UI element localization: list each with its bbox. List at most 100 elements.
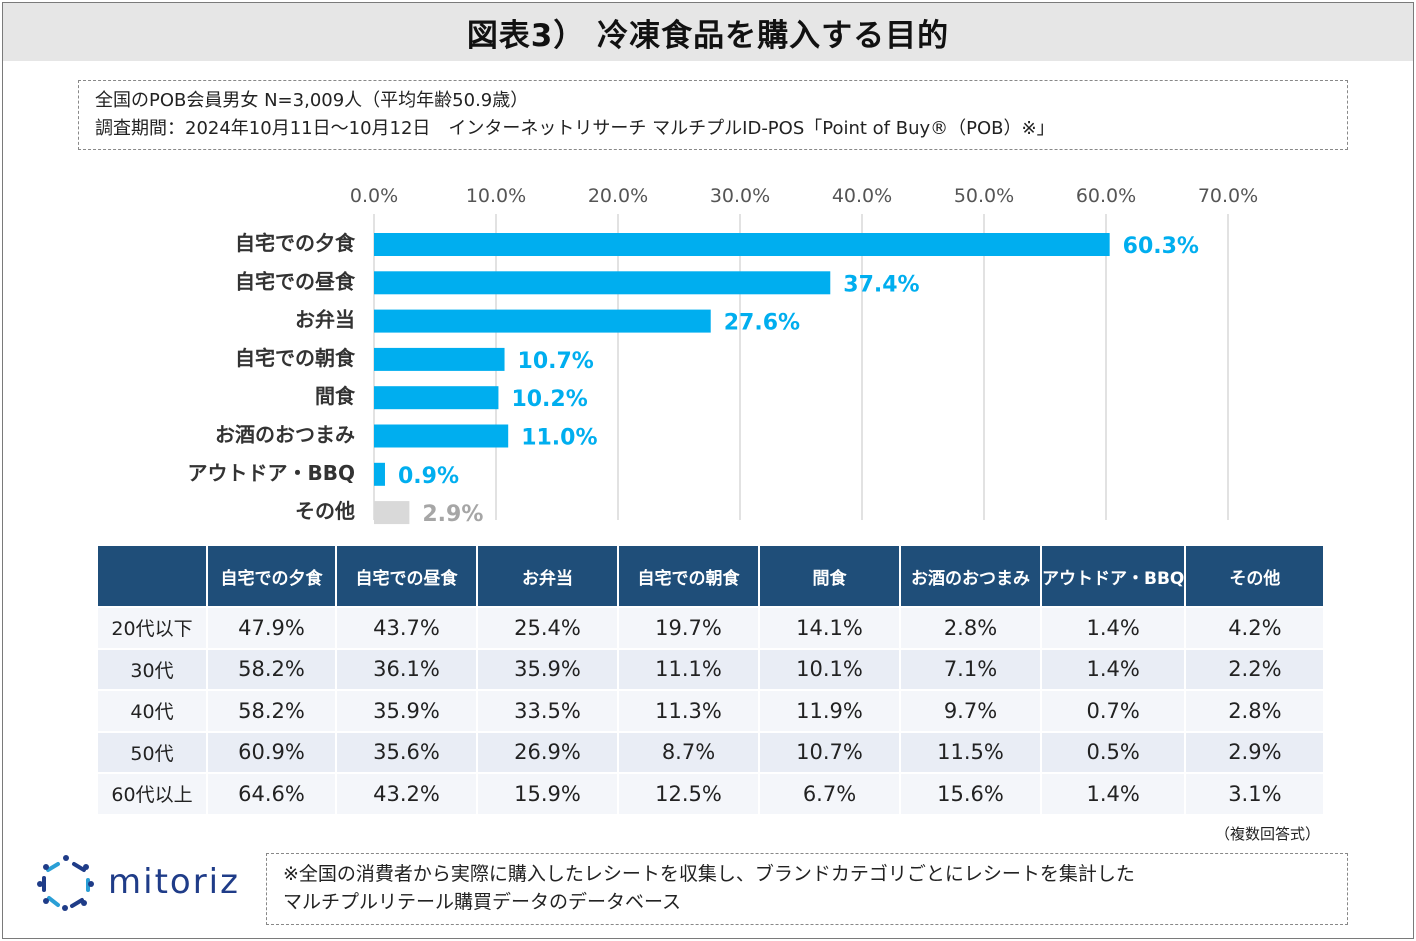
table-cell: 26.9%	[478, 732, 617, 772]
table-cell: 58.2%	[208, 691, 335, 731]
table-header-cell: 自宅での夕食	[208, 546, 335, 606]
table-row-label: 20代以下	[98, 608, 206, 648]
table-cell: 58.2%	[208, 649, 335, 689]
table-cell: 10.1%	[760, 649, 899, 689]
table-cell: 0.7%	[1042, 691, 1185, 731]
table-cell: 1.4%	[1042, 649, 1185, 689]
table-row-label: 30代	[98, 649, 206, 689]
table-cell: 47.9%	[208, 608, 335, 648]
data-label: 10.2%	[511, 387, 587, 412]
logo: mitoriz	[34, 850, 240, 914]
x-tick-label: 50.0%	[954, 185, 1014, 207]
table-cell: 43.2%	[337, 774, 476, 814]
table-cell: 35.9%	[337, 691, 476, 731]
table-cell: 11.1%	[619, 649, 758, 689]
table-cell: 25.4%	[478, 608, 617, 648]
category-label: お弁当	[295, 308, 355, 332]
table-row: 40代 58.2% 35.9% 33.5% 11.3% 11.9% 9.7% 0.7% 2.8%	[98, 691, 1324, 731]
table-cell: 7.1%	[901, 649, 1040, 689]
table-cell: 8.7%	[619, 732, 758, 772]
table-cell: 43.7%	[337, 608, 476, 648]
table-cell: 9.7%	[901, 691, 1040, 731]
category-label: お酒のおつまみ	[215, 423, 355, 447]
footnote-line1: ※全国の消費者から実際に購入したレシートを収集し、ブランドカテゴリごとにレシート…	[283, 863, 1135, 885]
page-title: 図表3） 冷凍食品を購入する目的	[466, 17, 950, 54]
table-header-cell: アウトドア・BBQ	[1042, 546, 1185, 606]
table-cell: 35.9%	[478, 649, 617, 689]
table-cell: 64.6%	[208, 774, 335, 814]
survey-info: 全国のPOB会員男女 N=3,009人（平均年齢50.9歳） 調査期間：2024…	[78, 80, 1348, 150]
table-header-row: 自宅での夕食 自宅での昼食 お弁当 自宅での朝食 間食 お酒のおつまみ アウトド…	[98, 546, 1324, 606]
table-row-label: 50代	[98, 732, 206, 772]
table-row-label: 60代以上	[98, 774, 206, 814]
table-cell: 60.9%	[208, 732, 335, 772]
category-label: その他	[295, 499, 355, 523]
x-tick-label: 40.0%	[832, 185, 892, 207]
table-cell: 33.5%	[478, 691, 617, 731]
multiple-answer-note: （複数回答式）	[1214, 825, 1320, 843]
bar	[374, 309, 711, 333]
table-cell: 6.7%	[760, 774, 899, 814]
survey-info-line2: 調査期間：2024年10月11日～10月12日 インターネットリサーチ マルチプ…	[95, 118, 1055, 139]
logo-text: mitoriz	[108, 862, 240, 902]
footnote: ※全国の消費者から実際に購入したレシートを収集し、ブランドカテゴリごとにレシート…	[266, 853, 1348, 925]
age-breakdown-table: 自宅での夕食 自宅での昼食 お弁当 自宅での朝食 間食 お酒のおつまみ アウトド…	[96, 544, 1325, 816]
table-header-cell: 自宅での昼食	[337, 546, 476, 606]
data-label: 10.7%	[518, 349, 594, 374]
bar	[374, 462, 385, 486]
category-label: 自宅での朝食	[235, 346, 356, 370]
data-label: 27.6%	[724, 311, 800, 336]
mitoriz-logo-icon	[37, 855, 94, 911]
category-label: アウトドア・BBQ	[188, 461, 356, 485]
bar	[374, 501, 410, 525]
survey-info-line1: 全国のPOB会員男女 N=3,009人（平均年齢50.9歳）	[95, 90, 529, 111]
table-cell: 2.9%	[1186, 732, 1324, 772]
table-cell: 11.5%	[901, 732, 1040, 772]
table-cell: 2.8%	[901, 608, 1040, 648]
bar-chart: 0.0% 10.0% 20.0% 30.0% 40.0% 50.0% 60.0% 70.0% 自…	[188, 185, 1259, 527]
table-cell: 4.2%	[1186, 608, 1324, 648]
table-cell: 2.2%	[1186, 649, 1324, 689]
bar	[374, 271, 831, 295]
data-label: 37.4%	[843, 272, 919, 297]
table-cell: 19.7%	[619, 608, 758, 648]
table-header-cell: お弁当	[478, 546, 617, 606]
table-header-cell: 自宅での朝食	[619, 546, 758, 606]
category-label: 自宅での昼食	[235, 269, 356, 293]
category-label: 自宅での夕食	[235, 231, 356, 255]
x-tick-label: 30.0%	[710, 185, 770, 207]
bar	[374, 386, 499, 410]
x-tick-label: 20.0%	[588, 185, 648, 207]
title-bar: 図表3） 冷凍食品を購入する目的	[3, 3, 1413, 61]
table-cell: 15.9%	[478, 774, 617, 814]
table-cell: 12.5%	[619, 774, 758, 814]
table-row-label: 40代	[98, 691, 206, 731]
table-cell: 36.1%	[337, 649, 476, 689]
data-label: 11.0%	[521, 426, 597, 451]
table-header-cell: 間食	[760, 546, 899, 606]
table-cell: 1.4%	[1042, 608, 1185, 648]
table-cell: 0.5%	[1042, 732, 1185, 772]
footnote-line2: マルチプルリテール購買データのデータベース	[283, 891, 682, 913]
bar	[374, 347, 505, 371]
table-row: 60代以上 64.6% 43.2% 15.9% 12.5% 6.7% 15.6% 1.4% 3.…	[98, 774, 1324, 814]
x-tick-label: 60.0%	[1076, 185, 1136, 207]
data-label: 0.9%	[398, 464, 459, 489]
category-label: 間食	[315, 384, 356, 408]
table-cell: 3.1%	[1186, 774, 1324, 814]
table-cell: 10.7%	[760, 732, 899, 772]
table-header-cell: お酒のおつまみ	[901, 546, 1040, 606]
data-label: 2.9%	[422, 502, 483, 527]
table-cell: 1.4%	[1042, 774, 1185, 814]
table-header-cell	[98, 546, 206, 606]
table-cell: 15.6%	[901, 774, 1040, 814]
table-cell: 14.1%	[760, 608, 899, 648]
bar	[374, 424, 509, 448]
x-tick-label: 10.0%	[466, 185, 526, 207]
x-tick-label: 70.0%	[1198, 185, 1258, 207]
table-cell: 2.8%	[1186, 691, 1324, 731]
bar	[374, 233, 1110, 256]
data-label: 60.3%	[1123, 234, 1199, 259]
table-row: 50代 60.9% 35.6% 26.9% 8.7% 10.7% 11.5% 0.5% 2.9%	[98, 732, 1324, 772]
